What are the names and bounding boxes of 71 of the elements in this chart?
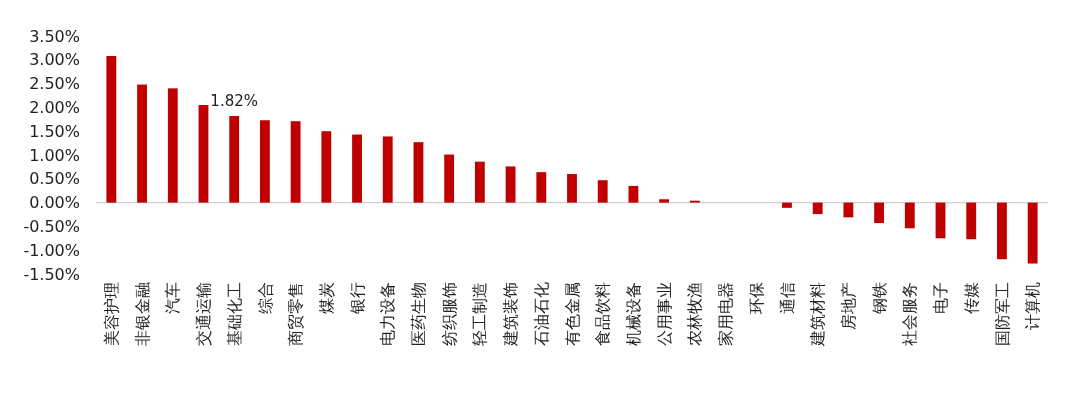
bar (904, 202, 915, 229)
x-tick-label: 商贸零售 (286, 282, 306, 346)
y-tick-label: 2.50% (29, 74, 80, 94)
y-tick-label: 2.00% (29, 98, 80, 117)
bar (382, 136, 393, 203)
bar (935, 202, 946, 239)
x-tick-label: 公用事业 (654, 282, 674, 346)
bar (874, 202, 885, 224)
x-tick-label: 轻工制造 (470, 282, 490, 346)
bar (1027, 202, 1038, 264)
x-tick-label: 美容护理 (101, 282, 121, 346)
bar (290, 121, 301, 203)
x-tick-label: 非银金融 (132, 282, 152, 346)
x-tick-label: 建筑材料 (808, 282, 828, 347)
x-tick-label: 食品饮料 (593, 282, 613, 346)
y-tick-label: 0.50% (29, 169, 80, 189)
bar (413, 142, 424, 203)
x-tick-label: 煤炭 (316, 282, 336, 314)
x-tick-label: 社会服务 (900, 282, 920, 346)
bar (198, 105, 209, 203)
bar (444, 154, 455, 203)
x-tick-label: 纺织服饰 (439, 282, 459, 346)
bar (782, 202, 792, 208)
y-tick-label: -1.00% (23, 240, 80, 260)
x-tick-label: 房地产 (838, 282, 858, 330)
bar (352, 134, 362, 203)
y-tick-label: 3.50% (29, 26, 80, 46)
bar (505, 166, 516, 203)
bar (536, 172, 547, 203)
bar (659, 199, 670, 203)
bar (137, 84, 147, 203)
x-tick-label: 家用电器 (716, 282, 736, 346)
x-tick-label: 有色金属 (562, 282, 582, 346)
y-tick-label: 0.00% (29, 193, 80, 213)
bar (321, 131, 332, 203)
bar (474, 161, 485, 203)
y-tick-label: 1.00% (29, 145, 80, 165)
bar (628, 185, 639, 203)
x-tick-label: 计算机 (1023, 282, 1043, 330)
x-tick-label: 交通运输 (194, 282, 214, 346)
bar (843, 202, 854, 218)
x-tick-label: 传媒 (961, 282, 981, 314)
x-tick-label: 石油石化 (531, 282, 551, 346)
x-tick-label: 汽车 (163, 282, 183, 314)
y-tick-label: 3.00% (29, 50, 80, 70)
x-tick-label: 医药生物 (409, 282, 429, 346)
bar (966, 202, 977, 240)
bar (567, 174, 577, 203)
x-tick-label: 环保 (746, 282, 766, 314)
x-tick-label: 银行 (347, 282, 367, 315)
bar (597, 180, 608, 203)
bar (167, 88, 178, 203)
bar (997, 202, 1007, 260)
x-tick-label: 通信 (777, 282, 797, 314)
y-tick-label: -0.50% (23, 217, 80, 236)
x-tick-label: 电子 (931, 282, 951, 314)
bar (229, 115, 240, 203)
data-label: 1.82% (210, 91, 259, 110)
x-tick-label: 基础化工 (224, 282, 244, 346)
y-tick-label: -1.50% (23, 264, 80, 284)
x-tick-label: 农林牧渔 (685, 282, 705, 346)
x-tick-label: 电力设备 (378, 282, 398, 346)
x-tick-label: 机械设备 (624, 282, 644, 346)
x-tick-label: 钢铁 (869, 282, 889, 315)
y-tick-label: 1.50% (29, 121, 80, 141)
x-tick-label: 综合 (255, 282, 275, 314)
bar (812, 202, 823, 215)
x-tick-label: 国防军工 (992, 282, 1012, 346)
bar (259, 120, 270, 203)
bar (106, 55, 117, 203)
x-tick-label: 建筑装饰 (501, 282, 521, 347)
